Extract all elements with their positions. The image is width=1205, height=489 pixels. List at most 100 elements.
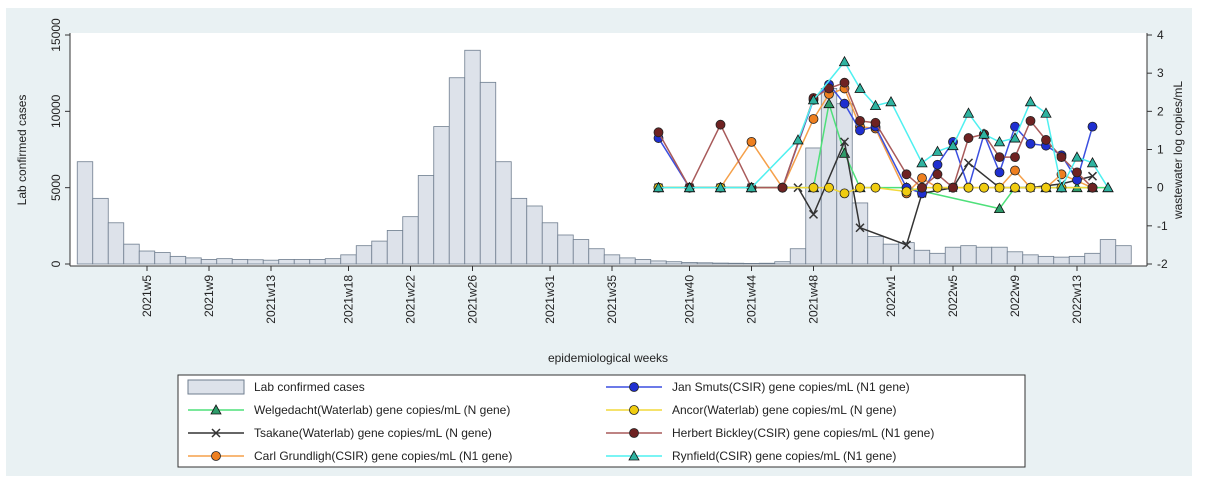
marker: [917, 182, 927, 193]
marker: [1087, 121, 1098, 132]
bar: [1022, 254, 1039, 265]
x-axis-title: epidemiological weeks: [548, 351, 668, 365]
marker: [1087, 182, 1098, 193]
marker: [963, 158, 974, 168]
bar: [526, 205, 543, 265]
bar: [789, 248, 807, 265]
bar: [340, 254, 357, 265]
plot-area: [70, 33, 1147, 266]
legend-item: Carl Grundligh(CSIR) gene copies/mL (N1 …: [188, 449, 512, 463]
bar: [448, 77, 466, 265]
marker: [1010, 152, 1020, 163]
marker: [211, 451, 221, 461]
bar: [820, 88, 838, 265]
marker: [978, 128, 990, 139]
marker: [1010, 165, 1020, 176]
marker: [629, 405, 639, 415]
marker: [993, 136, 1006, 147]
y-tick-label: 0: [49, 260, 63, 267]
x-tick-label: 2022w1: [884, 275, 898, 317]
marker: [1010, 182, 1020, 193]
marker: [1024, 95, 1037, 107]
bar: [913, 249, 931, 265]
bar: [1053, 256, 1070, 265]
bar: [510, 197, 528, 265]
bar: [867, 236, 884, 265]
marker: [885, 95, 897, 107]
marker: [1025, 182, 1036, 193]
bar: [557, 234, 574, 265]
marker: [1041, 182, 1051, 193]
x-tick-label: 2021w31: [543, 275, 557, 324]
marker: [792, 134, 804, 145]
legend-item: Rynfield(CSIR) gene copies/mL (N1 gene): [606, 449, 896, 463]
marker: [1009, 132, 1021, 143]
marker: [901, 240, 912, 250]
marker: [629, 428, 639, 438]
line: [658, 87, 1093, 195]
marker: [210, 404, 222, 415]
bar: [665, 261, 683, 265]
bar: [758, 262, 776, 265]
bar: [464, 49, 481, 265]
marker: [808, 182, 819, 193]
marker: [994, 167, 1005, 178]
marker: [962, 107, 975, 118]
bar: [634, 259, 652, 265]
bar: [774, 261, 791, 265]
bar: [262, 259, 280, 265]
x-tick-label: 2021w44: [745, 275, 759, 324]
marker: [777, 182, 788, 193]
marker: [869, 99, 882, 111]
bar: [650, 260, 667, 265]
marker: [1087, 171, 1098, 181]
bar: [696, 262, 714, 265]
marker: [870, 117, 881, 128]
marker: [824, 83, 834, 94]
legend-label: Lab confirmed cases: [254, 380, 365, 394]
y2-tick-label: 0: [1157, 181, 1164, 195]
bar: [882, 243, 900, 265]
bar: [293, 259, 311, 265]
bar: [712, 262, 729, 265]
legend-item: Welgedacht(Waterlab) gene copies/mL (N g…: [188, 403, 510, 417]
marker: [823, 97, 835, 109]
marker: [963, 182, 974, 193]
marker: [838, 55, 851, 67]
bar: [1037, 255, 1055, 265]
marker: [807, 94, 820, 105]
marker: [1025, 138, 1036, 149]
bar: [200, 259, 218, 265]
legend-item: Jan Smuts(CSIR) gene copies/mL (N1 gene): [606, 380, 910, 394]
marker: [653, 127, 664, 138]
marker: [855, 223, 865, 233]
marker: [1072, 167, 1082, 178]
y-tick-label: 5000: [49, 174, 63, 201]
marker: [683, 181, 696, 193]
bar: [960, 245, 977, 265]
bar: [572, 239, 590, 265]
marker: [1055, 181, 1068, 193]
marker: [1040, 107, 1052, 118]
y-axis-title: Lab confirmed cases: [15, 95, 29, 206]
marker: [746, 136, 757, 147]
x-tick-label: 2021w18: [342, 275, 356, 324]
bar: [76, 161, 94, 265]
bar: [247, 259, 264, 265]
y2-tick-label: 4: [1157, 28, 1164, 42]
bar: [309, 259, 326, 265]
legend-item: Herbert Bickley(CSIR) gene copies/mL (N1…: [606, 426, 934, 440]
y-tick-label: 10000: [49, 94, 63, 128]
bar: [743, 262, 760, 265]
marker: [839, 188, 850, 199]
marker: [714, 181, 727, 193]
marker: [947, 139, 959, 151]
x-tick-label: 2021w40: [683, 275, 697, 324]
marker: [948, 182, 958, 193]
legend-item: Ancor(Waterlab) gene copies/mL (N gene): [606, 403, 897, 417]
x-tick-label: 2021w9: [202, 275, 216, 317]
x-tick-label: 2022w13: [1070, 275, 1084, 324]
legend-item: Tsakane(Waterlab) gene copies/mL (N gene…: [188, 426, 492, 440]
bar: [1115, 245, 1132, 265]
legend-item: Lab confirmed cases: [187, 379, 365, 395]
